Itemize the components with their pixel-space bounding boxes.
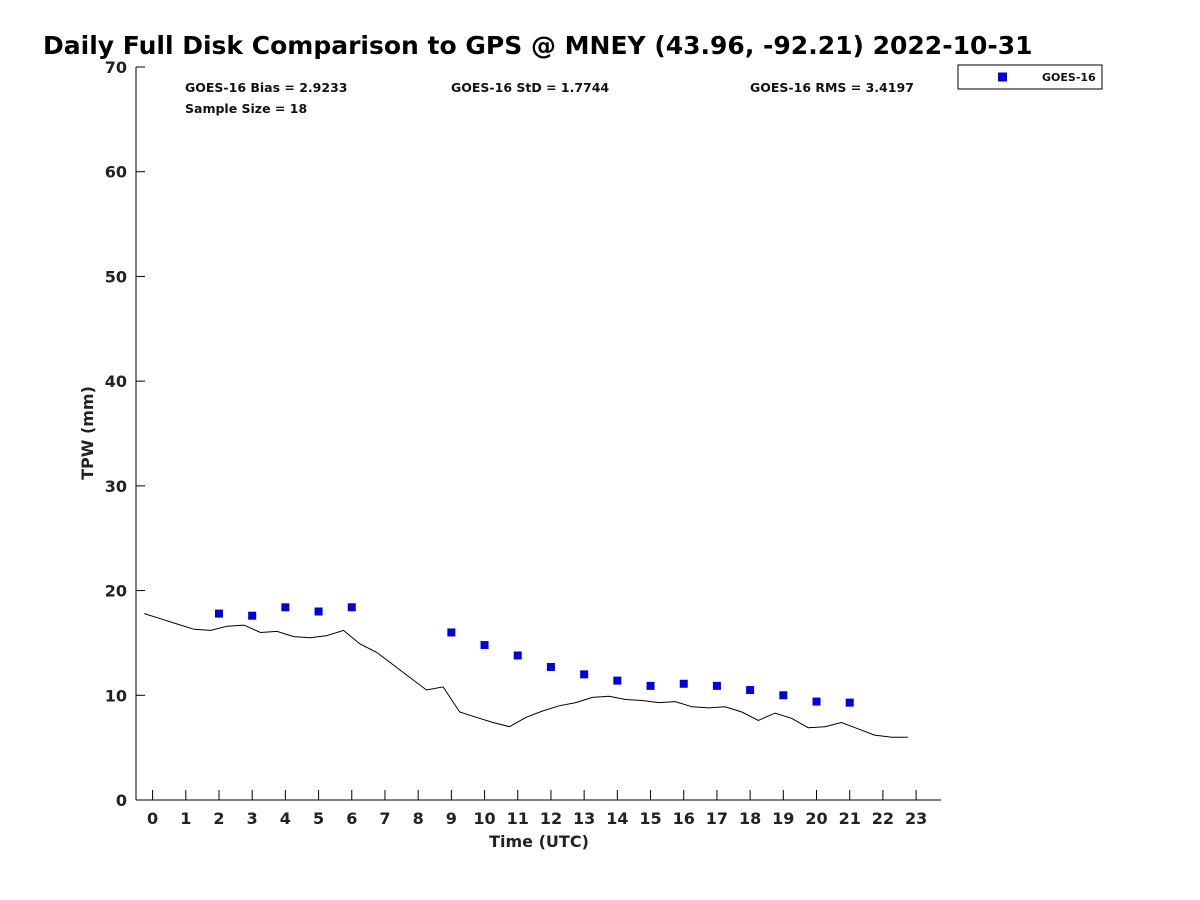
y-tick-label: 0 [116, 791, 127, 810]
x-tick-label: 12 [540, 809, 562, 828]
x-tick-label: 16 [673, 809, 695, 828]
y-tick-label: 60 [105, 163, 127, 182]
plot-marks [144, 603, 908, 738]
x-tick-label: 15 [639, 809, 661, 828]
chart-title: Daily Full Disk Comparison to GPS @ MNEY… [43, 31, 1033, 60]
y-tick-label: 10 [105, 686, 127, 705]
y-axis-label: TPW (mm) [78, 386, 97, 480]
x-tick-label: 19 [772, 809, 794, 828]
rms-stat: GOES-16 RMS = 3.4197 [750, 80, 914, 95]
goes-16-point [314, 607, 323, 616]
legend-box [957, 64, 1103, 90]
goes-16-point [214, 609, 223, 618]
goes-16-point [513, 651, 522, 660]
legend-marker-goes-16 [998, 72, 1007, 82]
goes-16-point [646, 681, 655, 690]
y-tick-label: 40 [105, 372, 127, 391]
x-tick-label: 14 [606, 809, 628, 828]
goes-16-point [248, 611, 257, 620]
goes-16-point [347, 603, 356, 612]
y-tick-label: 50 [105, 267, 127, 286]
std-stat: GOES-16 StD = 1.7744 [451, 80, 609, 95]
x-tick-label: 21 [839, 809, 861, 828]
goes-16-point [613, 676, 622, 685]
goes-16-point [480, 641, 489, 650]
goes-16-point [281, 603, 290, 612]
x-tick-label: 23 [905, 809, 927, 828]
x-tick-label: 10 [473, 809, 495, 828]
x-tick-label: 9 [446, 809, 457, 828]
x-tick-label: 22 [872, 809, 894, 828]
y-tick-label: 30 [105, 477, 127, 496]
x-tick-label: 3 [247, 809, 258, 828]
sample-size-stat: Sample Size = 18 [185, 101, 307, 116]
goes-16-point [779, 691, 788, 700]
x-tick-label: 5 [313, 809, 324, 828]
x-tick-label: 11 [507, 809, 529, 828]
x-tick-label: 0 [147, 809, 158, 828]
goes-16-point [580, 670, 589, 679]
y-tick-label: 20 [105, 582, 127, 601]
y-axis-ticks: 0 10 20 30 40 50 60 70 [105, 58, 145, 810]
x-tick-label: 18 [739, 809, 761, 828]
legend-label-goes-16: GOES-16 [1042, 71, 1096, 84]
goes-16-point [746, 686, 755, 695]
legend: GOES-16 [957, 64, 1103, 90]
bias-stat: GOES-16 Bias = 2.9233 [185, 80, 347, 95]
x-tick-label: 4 [280, 809, 291, 828]
x-axis-ticks: 0 1 2 3 4 5 6 7 8 9 10 11 12 13 14 15 16 17 18 19 20 21 22 23 [147, 790, 927, 828]
x-tick-label: 6 [346, 809, 357, 828]
goes-16-point [845, 698, 854, 707]
x-tick-label: 8 [413, 809, 424, 828]
goes-16-point [546, 663, 555, 672]
x-tick-label: 13 [573, 809, 595, 828]
goes-16-point [812, 697, 821, 706]
x-tick-label: 7 [379, 809, 390, 828]
y-tick-label: 70 [105, 58, 127, 77]
gps-line [144, 613, 908, 738]
x-tick-label: 20 [805, 809, 827, 828]
x-tick-label: 1 [180, 809, 191, 828]
axes [135, 67, 941, 801]
x-tick-label: 17 [706, 809, 728, 828]
goes-16-point [712, 681, 721, 690]
goes-16-point [447, 628, 456, 637]
x-tick-label: 2 [213, 809, 224, 828]
x-axis-label: Time (UTC) [489, 832, 589, 851]
goes-16-point [679, 679, 688, 688]
